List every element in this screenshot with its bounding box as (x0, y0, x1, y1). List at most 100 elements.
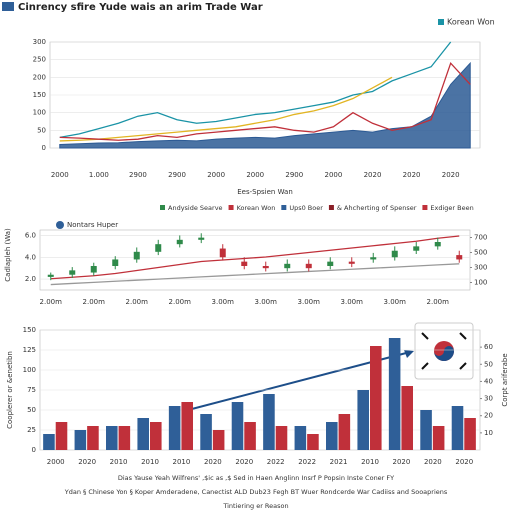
x-tick-label: 2010 (173, 458, 191, 466)
bar (43, 434, 55, 450)
x-tick-label: 2.00m (126, 298, 149, 306)
legend-label: Ups0 Boer (289, 204, 323, 212)
x-tick-label: 2020 (235, 458, 253, 466)
candle-body (112, 259, 119, 266)
legend-swatch (228, 205, 234, 210)
x-tick-label: 3.00m (212, 298, 235, 306)
candle-body (47, 274, 54, 277)
x-tick-label: 2900 (168, 171, 186, 179)
y2-tick-label: 700 (474, 234, 487, 242)
candle-body (391, 250, 398, 258)
x-tick-label: 2000 (47, 458, 65, 466)
y2-tick-label: 10 (484, 429, 493, 437)
x-tick-label: 2.00m (427, 298, 450, 306)
x-tick-label: 2900 (285, 171, 303, 179)
bar (357, 390, 369, 450)
y-tick-label: 150 (23, 326, 36, 334)
x-tick-label: 2.00m (40, 298, 63, 306)
bar (420, 410, 432, 450)
x-tick-label: 2020 (364, 171, 382, 179)
flag (414, 322, 474, 380)
legend-swatch (438, 19, 444, 25)
x-tick-label: 2020 (78, 458, 96, 466)
y-tick-label: 50 (37, 126, 46, 134)
line (50, 235, 460, 280)
y2-tick-label: 50 (484, 360, 493, 368)
y-tick-label: 125 (23, 346, 36, 354)
legend-swatch (281, 205, 287, 210)
y-tick-label: 300 (33, 38, 46, 46)
y-tick-label: 150 (33, 91, 46, 99)
candle-body (434, 242, 441, 247)
candle-body (305, 263, 312, 269)
bar (432, 426, 445, 450)
y2-tick-label: 30 (484, 395, 493, 403)
bar (168, 406, 181, 450)
legend-label: Korean Won (447, 18, 495, 27)
y-tick-label: 0 (42, 144, 46, 152)
bar (307, 434, 319, 450)
legend-swatch (328, 205, 334, 210)
bar (244, 422, 256, 450)
x-tick-label: 2022 (267, 458, 285, 466)
legend-label: & Ahcherting of Spenser (337, 204, 417, 212)
bar (106, 426, 118, 450)
y-tick-label: 4.0 (25, 253, 36, 261)
bar (326, 422, 338, 450)
candle-body (176, 239, 183, 245)
bar (294, 426, 307, 450)
bar (451, 406, 464, 450)
bar (137, 418, 149, 450)
footer-text: Tintiering er Reason (222, 502, 288, 510)
x-tick-label: 3.00m (298, 298, 321, 306)
x-tick-label: 2000 (246, 171, 264, 179)
legend-swatch (160, 205, 165, 210)
y-tick-label: 200 (33, 73, 46, 81)
y-tick-label: 100 (33, 109, 46, 117)
legend-swatch (422, 205, 428, 210)
candle-body (262, 266, 269, 269)
y-axis-label: Cooplerer or &enetibn (6, 351, 14, 429)
y-tick-label: 6.0 (25, 231, 36, 239)
bar (263, 394, 275, 450)
x-tick-label: 2020 (403, 171, 421, 179)
candle-body (155, 244, 162, 252)
candle-body (90, 266, 97, 273)
bar (74, 430, 87, 450)
bar (275, 426, 288, 450)
plot-frame (39, 229, 471, 291)
candle-body (413, 246, 420, 251)
inset-label: Nontars Huper (67, 221, 118, 229)
x-tick-label: 2021 (330, 458, 348, 466)
inset-icon (56, 221, 64, 229)
footer-text: Dias Yause Yeah Wilfrens' ,$ic as ,$ Sed… (118, 474, 394, 482)
y-tick-label: 250 (33, 56, 46, 64)
candle-body (348, 261, 355, 264)
x-tick-label: 3.00m (384, 298, 407, 306)
x-tick-label: 3.00m (255, 298, 278, 306)
candle-body (284, 263, 291, 269)
x-axis-label: Ees-Spsien Wan (237, 188, 293, 196)
candle-body (133, 251, 140, 260)
y-tick-label: 50 (27, 406, 36, 414)
bar (150, 422, 162, 450)
candle-body (456, 255, 463, 260)
y2-tick-label: 100 (474, 279, 487, 287)
legend-label: Korean Won (237, 204, 276, 212)
x-tick-label: 2020 (393, 458, 411, 466)
candle-body (370, 257, 377, 260)
line (59, 61, 471, 141)
y2-tick-label: 500 (474, 249, 487, 257)
y-tick-label: 2.0 (25, 275, 36, 283)
x-tick-label: 1.000 (89, 171, 109, 179)
x-tick-label: 2010 (361, 458, 379, 466)
y-tick-label: 75 (27, 386, 36, 394)
bar (118, 426, 131, 450)
x-tick-label: 2000 (324, 171, 342, 179)
x-tick-label: 2.00m (169, 298, 192, 306)
x-tick-label: 2020 (204, 458, 222, 466)
bar (338, 414, 351, 450)
y2-tick-label: 300 (474, 264, 487, 272)
chart-title: Cinrency sfire Yude wais an arim Trade W… (18, 2, 263, 13)
